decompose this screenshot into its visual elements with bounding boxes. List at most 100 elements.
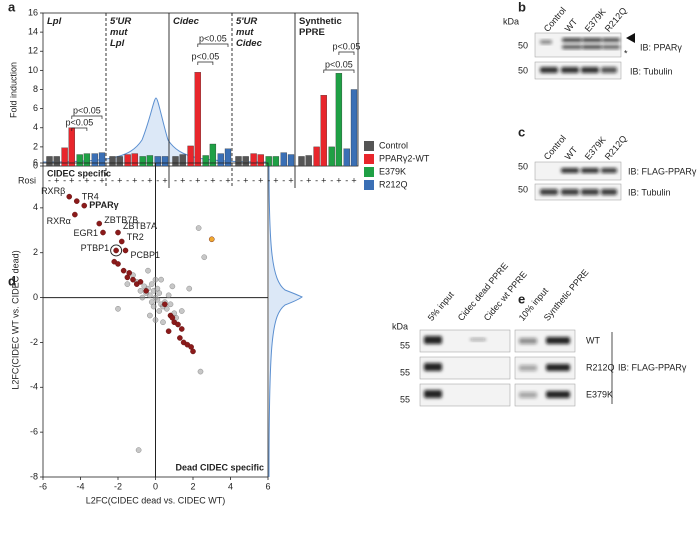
kda-label: kDa: [503, 16, 519, 26]
blot: [514, 329, 576, 353]
rosi-label: -: [78, 175, 81, 185]
group-label: Synthetic PPRE: [299, 16, 342, 38]
point: [147, 312, 153, 319]
group-label: 5'UR mut Cidec: [236, 16, 262, 49]
probe-label: IB: FLAG-PPARγ: [618, 362, 687, 372]
bar: [161, 156, 169, 167]
bar: [46, 156, 53, 167]
point-label: TR2: [127, 232, 144, 242]
bar: [116, 156, 123, 167]
point: [115, 261, 121, 267]
group-label: 5'UR mut Lpl: [110, 16, 132, 49]
rosi-label: +: [321, 175, 326, 185]
p-value: p<0.05: [191, 51, 219, 61]
p-value: p<0.05: [65, 117, 93, 127]
corner-label: CIDEC specific: [47, 168, 111, 178]
y-tick-label: 2: [33, 141, 38, 151]
row-label: E379K: [586, 389, 613, 399]
bracket: [71, 127, 88, 131]
point-label: PTBP1: [81, 243, 110, 253]
point: [137, 288, 144, 294]
row-label: WT: [586, 335, 600, 345]
rosi-label: -: [237, 175, 240, 185]
point: [197, 368, 204, 375]
y-tick-label: -8: [30, 471, 38, 481]
point: [169, 283, 176, 290]
point: [100, 229, 106, 236]
x-tick-label: 2: [190, 481, 195, 491]
corner-label: Dead CIDEC specific: [175, 462, 264, 472]
group-label: Cidec: [173, 16, 199, 27]
bracket: [197, 61, 214, 65]
bar: [61, 147, 68, 167]
point: [145, 267, 151, 274]
lane-label: Synthetic PPRE: [542, 267, 591, 322]
point: [177, 335, 183, 341]
band: [519, 392, 537, 398]
point: [113, 247, 119, 254]
band: [546, 391, 570, 398]
point-label: EGR1: [73, 228, 98, 238]
band: [546, 337, 570, 344]
y-tick-label: 4: [33, 202, 38, 212]
rosi-label: +: [195, 175, 200, 185]
bar: [202, 155, 209, 167]
legend-label: PPARγ2-WT: [379, 153, 430, 163]
band: [519, 365, 537, 371]
x-tick-label: 0: [153, 481, 158, 491]
rosi-label: +: [243, 175, 248, 185]
kda-label: kDa: [392, 321, 408, 331]
band: [581, 189, 599, 195]
band: [561, 168, 579, 173]
rosi-label: -: [267, 175, 270, 185]
bar: [287, 154, 295, 167]
band: [540, 67, 558, 73]
lane-label: WT: [563, 16, 580, 34]
row-label: R212Q: [586, 362, 615, 372]
band: [561, 67, 579, 73]
band: [562, 38, 582, 42]
point: [122, 247, 129, 254]
point: [115, 305, 121, 312]
rosi-label: -: [189, 175, 192, 185]
point: [150, 303, 157, 310]
x-tick-label: -6: [39, 481, 47, 491]
band: [602, 38, 620, 42]
blot: [514, 383, 576, 407]
bar: [235, 156, 242, 167]
lane-label: R212Q: [603, 6, 629, 34]
p-value: p<0.05: [333, 41, 361, 51]
rosi-label: -: [252, 175, 255, 185]
bar: [124, 154, 131, 167]
band: [562, 45, 582, 49]
y-tick-label: 2: [33, 247, 38, 257]
band: [546, 364, 570, 371]
bar: [194, 72, 201, 167]
legend-label: Control: [379, 140, 408, 150]
bar: [343, 148, 350, 167]
point: [154, 285, 161, 292]
point: [152, 276, 159, 283]
rosi-label: +: [351, 175, 356, 185]
bar: [224, 148, 232, 167]
band: [581, 168, 599, 173]
bar: [83, 153, 91, 167]
rosi-label: +: [336, 175, 341, 185]
point: [72, 211, 78, 218]
legend-label: R212Q: [379, 179, 408, 189]
band: [561, 189, 579, 195]
p-value: p<0.05: [73, 105, 101, 115]
rosi-label: -: [156, 175, 159, 185]
band: [424, 363, 442, 371]
group-label: Lpl: [47, 16, 62, 27]
marker: 50: [518, 40, 528, 50]
point: [162, 301, 168, 308]
p-value: p<0.05: [199, 33, 227, 43]
rosi-label: +: [162, 175, 167, 185]
rosi-label: -: [63, 175, 66, 185]
band: [540, 189, 558, 195]
rosi-label: -: [48, 175, 51, 185]
point: [178, 326, 185, 332]
x-tick-label: 6: [265, 481, 270, 491]
marker: 50: [518, 161, 528, 171]
